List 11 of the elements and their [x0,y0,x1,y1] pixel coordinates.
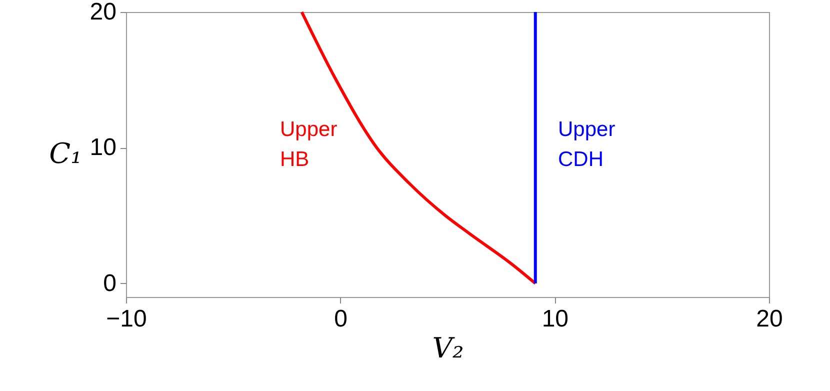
y-axis-title: C₁ [49,137,82,170]
y-tick-label: 10 [90,134,116,162]
annotation: Upper CDH [558,118,616,171]
y-tick-label: 20 [90,0,116,26]
x-tick-label: 0 [334,306,348,332]
annotation: Upper HB [280,118,338,171]
x-axis-title: V₂ [432,332,464,364]
y-tick-label: 0 [103,270,116,297]
x-tick-label: 10 [542,306,569,332]
x-tick-label: −10 [106,306,147,332]
x-tick-label: 20 [756,306,783,332]
